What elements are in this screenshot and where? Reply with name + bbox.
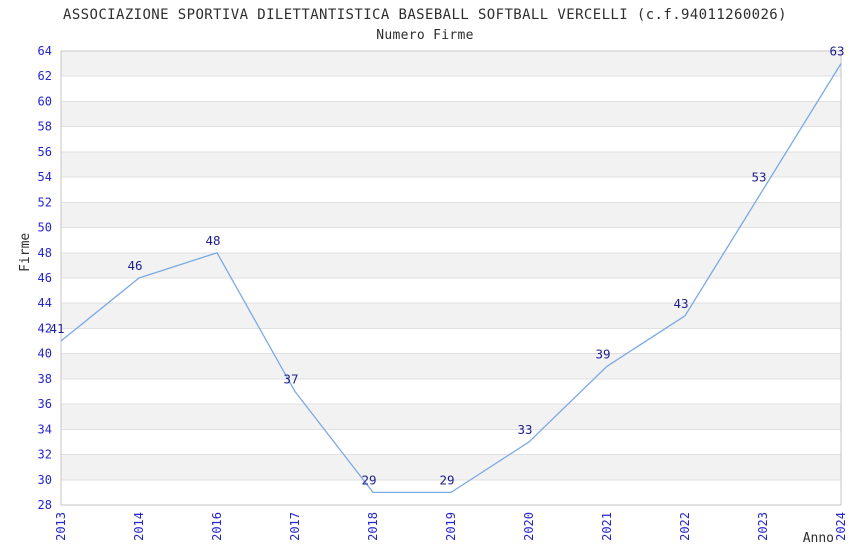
y-tick-label: 60 <box>38 94 52 108</box>
y-tick-label: 34 <box>38 422 52 436</box>
x-tick-label: 2024 <box>834 512 848 541</box>
y-tick-label: 44 <box>38 296 52 310</box>
data-point-label: 29 <box>361 472 376 487</box>
y-tick-label: 40 <box>38 347 52 361</box>
y-tick-labels: 28 30 32 34 36 38 40 42 44 46 48 50 52 54 56 58 60 62 64 <box>38 44 52 512</box>
data-point-label: 29 <box>439 472 454 487</box>
y-tick-label: 64 <box>38 44 52 58</box>
plot-bands <box>61 51 841 480</box>
y-tick-label: 28 <box>38 498 52 512</box>
data-point-label: 53 <box>751 170 766 185</box>
y-tick-label: 56 <box>38 145 52 159</box>
data-point-label: 48 <box>205 233 220 248</box>
data-point-label: 63 <box>829 44 844 59</box>
y-tick-label: 36 <box>38 397 52 411</box>
y-tick-label: 52 <box>38 195 52 209</box>
plot-band <box>61 404 841 430</box>
chart-line-group <box>60 63 842 494</box>
x-tick-label: 2019 <box>444 512 458 541</box>
chart-line <box>60 63 842 494</box>
y-tick-label: 62 <box>38 69 52 83</box>
x-tick-label: 2018 <box>366 512 380 541</box>
plot-band <box>61 151 841 178</box>
data-point-label: 39 <box>595 346 610 361</box>
data-point-label: 43 <box>673 296 688 311</box>
y-tick-label: 46 <box>38 271 52 285</box>
plot-border <box>60 50 842 506</box>
data-point-label: 41 <box>49 321 64 336</box>
plot-band <box>61 303 841 329</box>
y-tick-label: 42 <box>38 321 52 335</box>
x-tick-label: 2017 <box>288 512 302 541</box>
x-tick-label: 2020 <box>522 512 536 541</box>
y-tick-label: 38 <box>38 372 52 386</box>
plot-band <box>61 353 841 379</box>
y-tick-label: 32 <box>38 448 52 462</box>
plot-band <box>61 454 841 480</box>
chart-title: ASSOCIAZIONE SPORTIVA DILETTANTISTICA BA… <box>63 7 787 23</box>
y-tick-label: 30 <box>38 473 52 487</box>
y-axis-label: Firme <box>18 233 33 272</box>
x-tick-label: 2014 <box>132 512 146 541</box>
x-tick-label: 2022 <box>678 512 692 541</box>
x-tick-label: 2016 <box>210 512 224 541</box>
data-point-label: 46 <box>127 258 142 273</box>
data-point-label: 33 <box>517 422 532 437</box>
data-point-label: 37 <box>283 372 298 387</box>
chart-subtitle: Numero Firme <box>376 28 474 43</box>
y-tick-label: 54 <box>38 170 52 184</box>
plot-band <box>61 51 841 77</box>
y-tick-label: 48 <box>38 246 52 260</box>
plot-band <box>61 202 841 228</box>
x-tick-labels: 2013 2014 2016 2017 2018 2019 2020 2021 2022 2023… <box>54 512 848 541</box>
x-axis-label: Anno <box>803 531 834 546</box>
x-tick-label: 2023 <box>756 512 770 541</box>
x-tick-label: 2013 <box>54 512 68 541</box>
x-tick-label: 2021 <box>600 512 614 541</box>
y-tick-label: 58 <box>38 120 52 134</box>
plot-band <box>61 101 841 127</box>
y-tick-label: 50 <box>38 221 52 235</box>
data-point-labels: 41 46 48 37 29 29 33 39 43 53 63 <box>49 44 844 488</box>
